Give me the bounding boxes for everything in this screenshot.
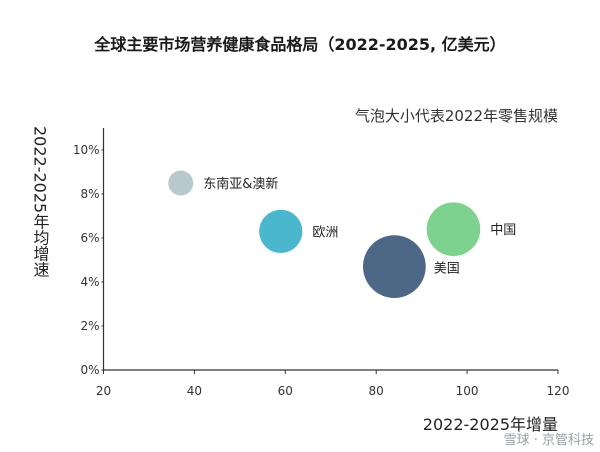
x-tick-label: 60: [278, 384, 293, 398]
x-tick-label: 120: [547, 384, 570, 398]
y-tick-label: 8%: [80, 187, 99, 201]
y-tick-label: 4%: [80, 275, 99, 289]
chart-title: 全球主要市场营养健康食品格局（2022-2025, 亿美元）: [93, 35, 505, 54]
y-tick-label: 2%: [80, 319, 99, 333]
bubble-label-0: 东南亚&澳新: [203, 176, 278, 192]
y-tick-labels: 0% 2% 4% 6% 8% 10%: [73, 143, 104, 377]
x-tick-label: 80: [369, 384, 384, 398]
y-axis-label-text: 2022-2025年均增速: [31, 126, 50, 277]
bubble-0: [168, 170, 194, 196]
y-axis-label: 2022-2025年均增速: [31, 126, 50, 277]
bubble-2: [363, 235, 426, 298]
x-tick-label: 100: [456, 384, 479, 398]
bubble-3: [426, 202, 481, 257]
y-tick-label: 10%: [73, 143, 100, 157]
bubble-series: [168, 170, 481, 298]
y-tick-label: 6%: [80, 231, 99, 245]
bubble-label-3: 中国: [490, 223, 516, 238]
watermark-text: 雪球 · 京管科技: [504, 433, 594, 448]
bubble-1: [259, 209, 303, 254]
x-tick-label: 40: [187, 384, 202, 398]
bubble-label-1: 欧洲: [312, 225, 338, 240]
x-axis-label: 2022-2025年增量: [423, 415, 558, 434]
x-tick-labels: 20 40 60 80 100 120: [96, 370, 570, 398]
x-tick-label: 20: [96, 384, 111, 398]
y-tick-label: 0%: [80, 363, 99, 377]
bubble-size-note: 气泡大小代表2022年零售规模: [355, 107, 558, 125]
bubble-label-2: 美国: [434, 262, 460, 277]
